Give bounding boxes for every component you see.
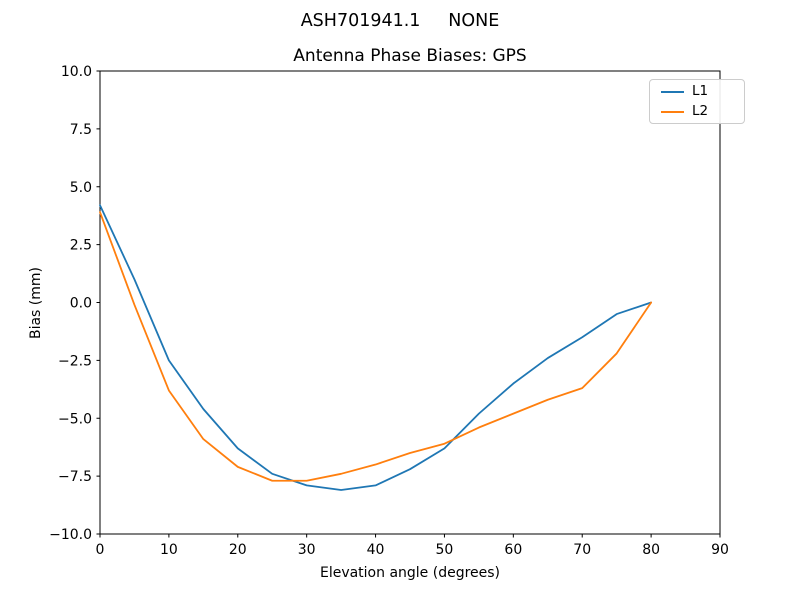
legend-line-sample-l1	[661, 90, 684, 93]
x-tick-label: 0	[96, 542, 105, 558]
y-tick-label: 5.0	[70, 180, 92, 196]
x-tick-label: 20	[229, 542, 247, 558]
series-line-l2	[99, 211, 653, 482]
chart-title: Antenna Phase Biases: GPS	[293, 46, 526, 66]
y-tick-label: 2.5	[70, 238, 92, 254]
legend-line-sample-l2	[661, 110, 684, 113]
legend-label-l1: L1	[692, 83, 709, 99]
series-lines	[99, 204, 653, 491]
figure-suptitle: ASH701941.1 NONE	[301, 11, 500, 31]
y-tick-label: 7.5	[70, 122, 92, 138]
x-tick-label: 90	[711, 542, 729, 558]
legend-item-l2: L2	[661, 104, 744, 119]
x-tick-label: 50	[436, 542, 454, 558]
x-tick-label: 80	[642, 542, 660, 558]
y-tick-label: −7.5	[58, 469, 92, 485]
y-tick-label: 0.0	[70, 296, 92, 312]
y-tick-label: −2.5	[58, 353, 92, 369]
y-axis-label: Bias (mm)	[28, 267, 44, 339]
legend-item-l1: L1	[661, 84, 744, 99]
legend: L1 L2	[649, 79, 745, 124]
x-axis-label: Elevation angle (degrees)	[320, 565, 500, 581]
x-tick-label: 10	[160, 542, 178, 558]
y-tick-label: 10.0	[61, 64, 92, 80]
x-axis-ticks: 0 10 20 30 40 50 60 70 80 90	[96, 534, 729, 558]
x-tick-label: 70	[573, 542, 591, 558]
x-tick-label: 40	[367, 542, 385, 558]
series-line-l1	[99, 204, 653, 491]
x-tick-label: 60	[504, 542, 522, 558]
legend-label-l2: L2	[692, 103, 709, 119]
x-tick-label: 30	[298, 542, 316, 558]
y-axis-ticks: 10.0 7.5 5.0 2.5 0.0 −2.5 −5.0 −7.5 −10.0	[49, 64, 100, 543]
plot-area	[99, 70, 721, 535]
y-tick-label: −5.0	[58, 411, 92, 427]
y-tick-label: −10.0	[49, 527, 92, 543]
